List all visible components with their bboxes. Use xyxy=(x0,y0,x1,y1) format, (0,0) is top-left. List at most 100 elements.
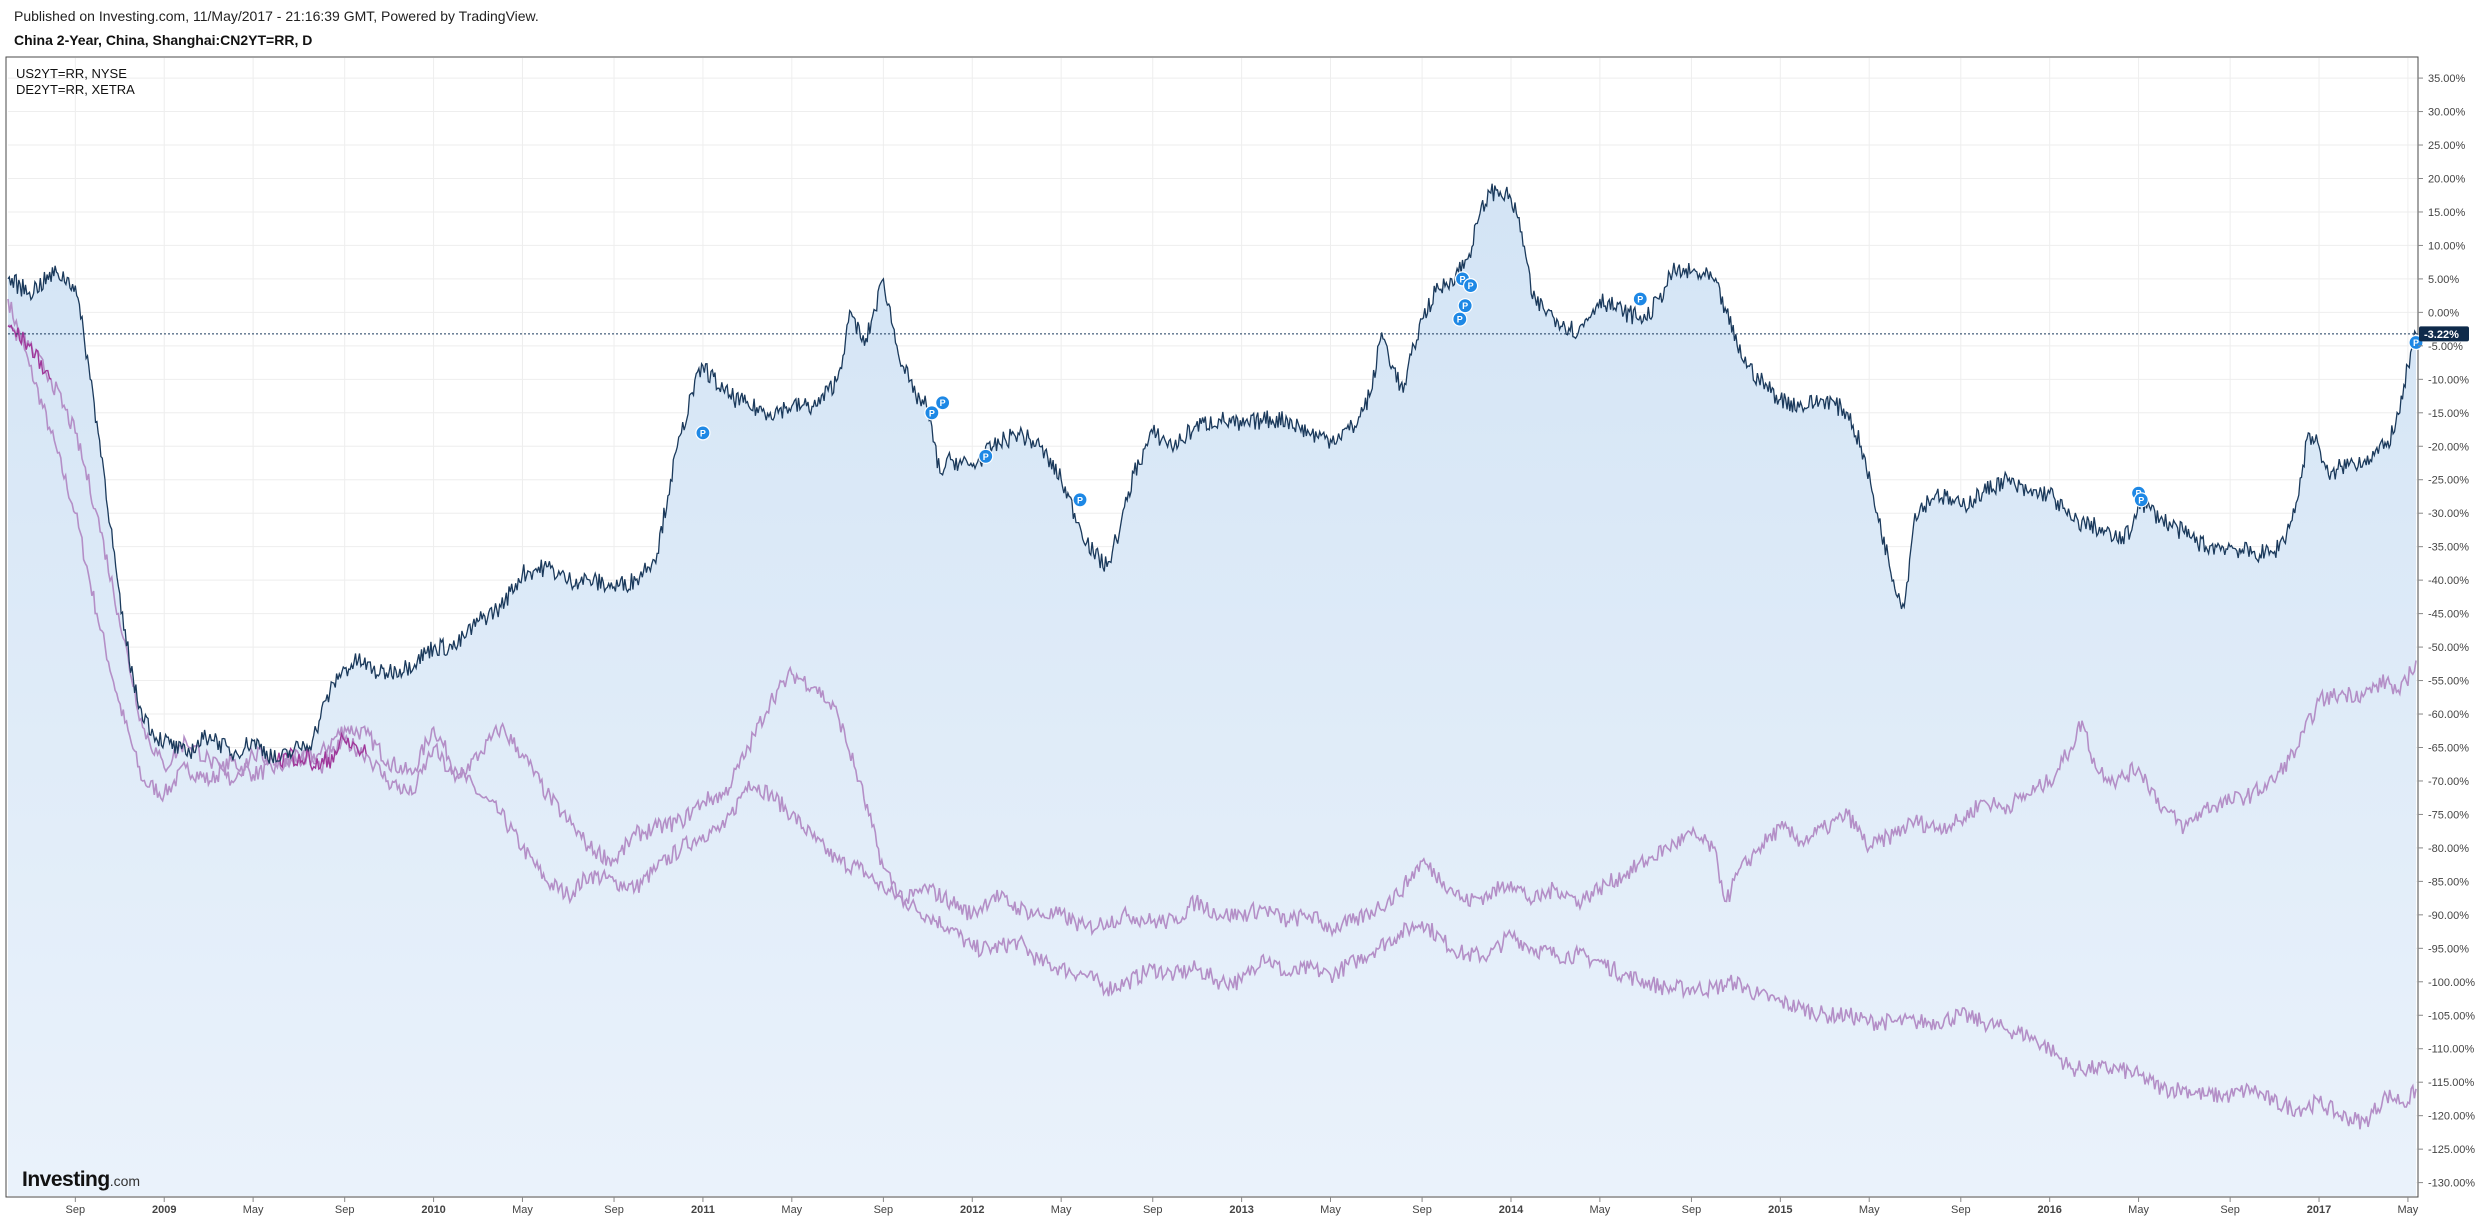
logo-suffix: .com xyxy=(110,1173,140,1189)
y-tick-label: -25.00% xyxy=(2428,475,2469,487)
event-marker-dot xyxy=(978,448,994,464)
y-tick-label: -65.00% xyxy=(2428,742,2469,754)
y-tick-label: -130.00% xyxy=(2428,1178,2475,1190)
y-tick-label: -10.00% xyxy=(2428,374,2469,386)
series-line-de2yt xyxy=(7,324,2417,938)
event-marker-dot xyxy=(2133,492,2149,508)
event-marker-label: P xyxy=(1077,495,1083,505)
event-marker-label: P xyxy=(1637,294,1643,304)
event-marker[interactable]: P xyxy=(1462,278,1479,294)
event-marker[interactable]: P xyxy=(1452,311,1468,327)
x-tick-label: May xyxy=(1589,1204,1610,1216)
last-value-label: -3.22% xyxy=(2424,329,2459,341)
y-tick-label: 30.00% xyxy=(2428,107,2466,119)
y-tick-label: -55.00% xyxy=(2428,676,2469,688)
logo-main: Investing xyxy=(22,1168,110,1191)
event-marker[interactable]: P xyxy=(978,448,994,464)
y-tick-label: -115.00% xyxy=(2428,1077,2474,1089)
y-tick-label: -95.00% xyxy=(2428,943,2469,955)
x-tick-label: 2010 xyxy=(421,1204,445,1216)
x-tick-label: Sep xyxy=(1143,1204,1163,1216)
x-tick-label: Sep xyxy=(1951,1204,1971,1216)
y-tick-label: 5.00% xyxy=(2428,274,2459,286)
y-tick-label: -100.00% xyxy=(2428,977,2475,989)
x-tick-label: 2016 xyxy=(2037,1204,2061,1216)
event-marker-label: P xyxy=(940,398,946,408)
x-tick-label: May xyxy=(1320,1204,1341,1216)
y-tick-label: -120.00% xyxy=(2428,1111,2475,1123)
y-tick-label: -20.00% xyxy=(2428,441,2469,453)
event-marker[interactable]: P xyxy=(1072,492,1088,508)
event-marker[interactable]: P xyxy=(924,405,940,421)
y-tick-label: -40.00% xyxy=(2428,575,2469,587)
y-tick-label: -80.00% xyxy=(2428,843,2469,855)
y-tick-label: -125.00% xyxy=(2428,1144,2475,1156)
legend-item-de2yt: DE2YT=RR, XETRA xyxy=(16,82,135,97)
x-tick-label: May xyxy=(781,1204,802,1216)
y-tick-label: -30.00% xyxy=(2428,508,2469,520)
event-marker-label: P xyxy=(700,428,706,438)
y-tick-label: -60.00% xyxy=(2428,709,2469,721)
legend: US2YT=RR, NYSE DE2YT=RR, XETRA xyxy=(16,66,135,97)
main-series-area xyxy=(8,183,2416,1196)
x-tick-label: Sep xyxy=(1682,1204,1702,1216)
x-tick-label: May xyxy=(1859,1204,1880,1216)
x-tick-label: Sep xyxy=(2220,1204,2240,1216)
legend-item-us2yt: US2YT=RR, NYSE xyxy=(16,66,127,81)
x-tick-label: Sep xyxy=(335,1204,355,1216)
y-tick-label: -35.00% xyxy=(2428,542,2469,554)
series-line-us2yt xyxy=(7,298,2417,1130)
y-tick-label: -105.00% xyxy=(2428,1010,2475,1022)
x-tick-label: 2012 xyxy=(960,1204,984,1216)
event-marker-label: P xyxy=(1462,301,1468,311)
y-tick-label: -50.00% xyxy=(2428,642,2469,654)
y-tick-label: 20.00% xyxy=(2428,173,2466,185)
x-tick-label: Sep xyxy=(874,1204,894,1216)
event-marker[interactable]: P xyxy=(1457,298,1473,314)
event-marker[interactable]: P xyxy=(2133,492,2149,508)
chart-subtitle: China 2-Year, China, Shanghai:CN2YT=RR, … xyxy=(14,32,313,48)
y-tick-label: -90.00% xyxy=(2428,910,2469,922)
x-tick-label: Sep xyxy=(604,1204,624,1216)
y-tick-label: 15.00% xyxy=(2428,207,2466,219)
x-tick-label: May xyxy=(243,1204,264,1216)
y-tick-label: -85.00% xyxy=(2428,876,2469,888)
series-highlight-segment xyxy=(276,731,367,772)
event-marker-label: P xyxy=(2413,338,2419,348)
event-marker-label: P xyxy=(1459,274,1465,284)
y-tick-label: -110.00% xyxy=(2428,1044,2474,1056)
event-marker-dot xyxy=(924,405,940,421)
y-tick-label: 35.00% xyxy=(2428,73,2466,85)
y-tick-label: 25.00% xyxy=(2428,140,2466,152)
x-tick-label: May xyxy=(2398,1204,2419,1216)
event-marker-dot xyxy=(1072,492,1088,508)
event-marker-label: P xyxy=(2138,495,2144,505)
y-tick-label: -70.00% xyxy=(2428,776,2469,788)
x-tick-label: Sep xyxy=(66,1204,86,1216)
event-marker[interactable]: P xyxy=(935,395,951,411)
y-tick-label: -5.00% xyxy=(2428,341,2463,353)
event-marker-dot xyxy=(935,395,951,411)
event-marker[interactable]: P xyxy=(1632,291,1648,307)
event-marker-dot xyxy=(1452,311,1468,327)
svg-text:Investing.com: Investing.com xyxy=(22,1168,140,1191)
x-tick-label: 2011 xyxy=(691,1204,715,1216)
last-value-badge: -3.22% xyxy=(2419,326,2469,342)
y-tick-label: 0.00% xyxy=(2428,307,2459,319)
x-axis: Sep 2009 May Sep 2010 May Sep 2011 May Sep 2012 May… xyxy=(66,1197,2419,1216)
event-marker-label: P xyxy=(983,452,989,462)
y-tick-label: 10.00% xyxy=(2428,240,2466,252)
event-marker[interactable]: P xyxy=(695,425,711,441)
y-axis: 35.00% 30.00% 25.00% 20.00% 15.00% 10.00% 5.00… xyxy=(2418,73,2475,1190)
y-tick-label: -15.00% xyxy=(2428,408,2469,420)
x-tick-label: May xyxy=(512,1204,533,1216)
event-marker-dot xyxy=(1457,298,1473,314)
event-marker-label: P xyxy=(1457,315,1463,325)
x-tick-label: 2009 xyxy=(152,1204,176,1216)
event-marker-label: P xyxy=(1468,281,1474,291)
investing-logo: Investing.com xyxy=(22,1168,140,1191)
event-marker-dot xyxy=(695,425,711,441)
x-tick-label: 2013 xyxy=(1229,1204,1253,1216)
event-marker-dot xyxy=(1462,278,1479,294)
